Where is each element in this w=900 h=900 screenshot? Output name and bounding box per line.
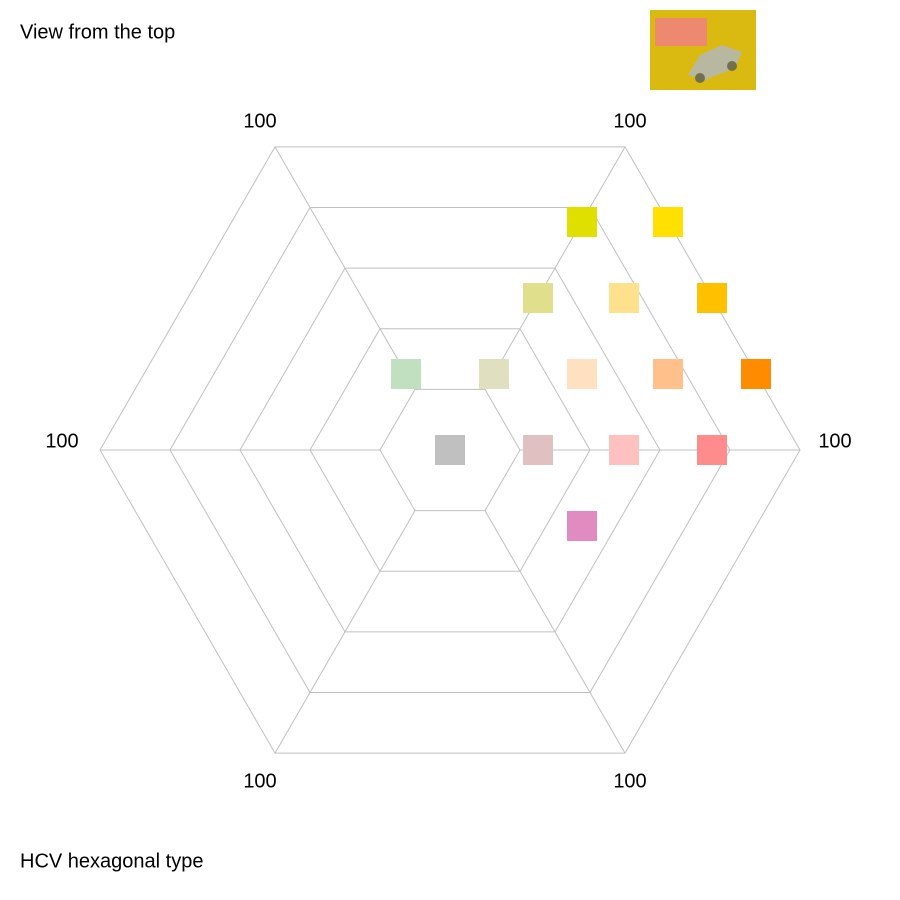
axis-label: 100 [45,430,78,452]
color-swatch [479,359,509,389]
color-swatch [609,283,639,313]
color-swatch [567,511,597,541]
spoke [484,146,626,390]
color-swatch [567,207,597,237]
thumbnail [650,10,756,90]
axis-label: 100 [243,770,276,792]
color-swatch [523,435,553,465]
axis-label: 100 [818,430,851,452]
axis-label: 100 [613,110,646,132]
axis-label: 100 [243,110,276,132]
color-swatch [609,435,639,465]
color-swatch [391,359,421,389]
color-swatch [567,359,597,389]
spoke [274,510,416,754]
color-swatch [653,207,683,237]
color-swatch [697,435,727,465]
view-title: View from the top [20,21,175,43]
spoke [274,146,416,390]
color-swatch [741,359,771,389]
caption: HCV hexagonal type [20,850,203,872]
spoke [484,510,626,754]
axis-label: 100 [613,770,646,792]
color-swatch [435,435,465,465]
hex-grid [99,146,801,754]
color-swatch [697,283,727,313]
color-swatch [653,359,683,389]
swatches [391,207,771,541]
color-swatch [523,283,553,313]
